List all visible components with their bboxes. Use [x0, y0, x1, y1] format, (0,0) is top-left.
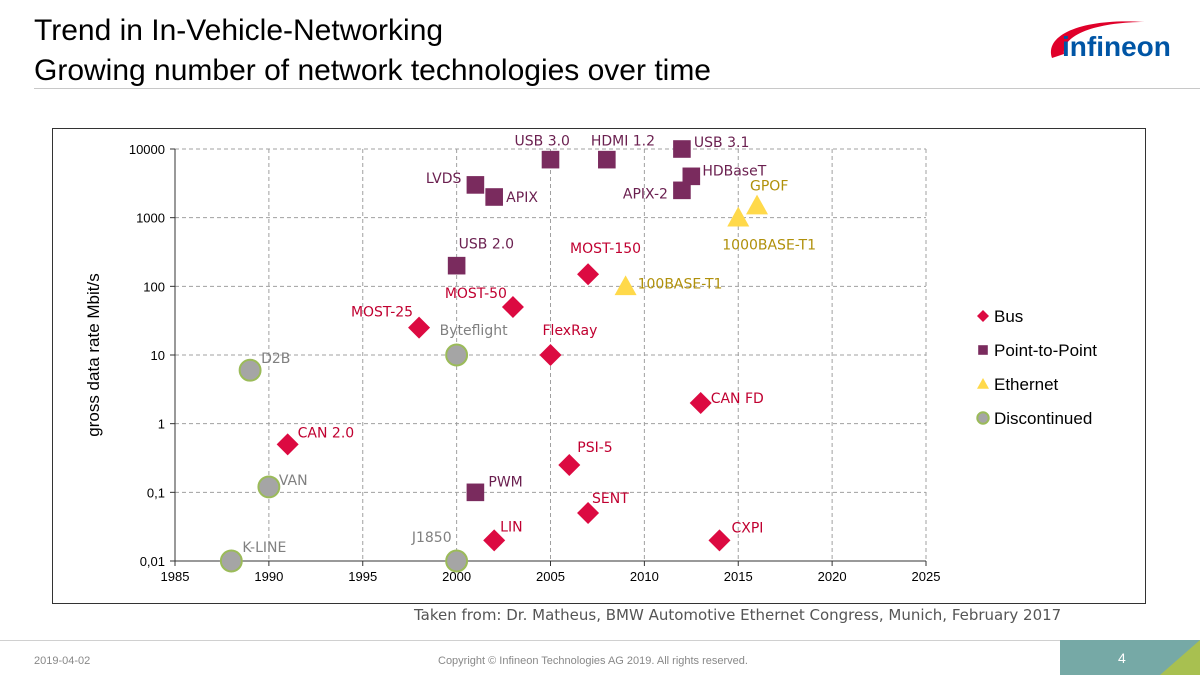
- legend-marker-bus: [977, 310, 989, 322]
- data-point-ethernet: [746, 194, 769, 215]
- data-point-ethernet: [727, 206, 750, 227]
- data-point-label: 100BASE-T1: [638, 276, 723, 292]
- data-point-label: MOST-25: [351, 305, 413, 321]
- y-tick-label: 10000: [129, 142, 165, 157]
- data-point-bus: [276, 433, 299, 456]
- x-tick-label: 2010: [630, 569, 659, 584]
- legend-label: Point-to-Point: [994, 341, 1097, 360]
- data-point-ethernet: [614, 275, 637, 296]
- data-point-label: USB 2.0: [459, 237, 514, 253]
- scatter-chart: 1985 1990 1995 2000 2005 2010 2015 2020 2025 0,01…: [84, 134, 1097, 584]
- legend-marker-discontinued: [976, 411, 990, 425]
- data-point-label: PWM: [488, 474, 522, 490]
- page-number-tab: [1060, 640, 1200, 675]
- data-point-label: VAN: [279, 473, 308, 489]
- data-point-label: CAN FD: [711, 391, 764, 407]
- data-point-discontinued: [219, 549, 243, 573]
- data-point-label: SENT: [592, 491, 629, 507]
- data-point-label: K-LINE: [242, 540, 286, 556]
- data-point-discontinued: [238, 358, 262, 382]
- footer-divider: [0, 640, 1060, 641]
- y-tick-label: 0,1: [147, 485, 165, 500]
- data-point-label: APIX: [506, 190, 538, 206]
- footer-date: 2019-04-02: [34, 655, 91, 667]
- x-tick-label: 2015: [724, 569, 753, 584]
- data-point-label: LVDS: [426, 171, 462, 187]
- data-point-label: USB 3.1: [694, 135, 749, 151]
- data-point-label: MOST-150: [570, 241, 641, 257]
- logo-swoosh: [1050, 21, 1144, 58]
- tab-teal-shape: [1060, 640, 1200, 675]
- data-point-label: 1000BASE-T1: [722, 238, 816, 254]
- x-tick-label: 1990: [254, 569, 283, 584]
- data-point-point-to-point: [447, 256, 466, 275]
- data-point-point-to-point: [466, 176, 485, 194]
- legend-marker-point-to-point: [978, 345, 988, 355]
- data-point-point-to-point: [466, 483, 485, 502]
- data-point-bus: [708, 529, 731, 552]
- data-point-point-to-point: [485, 188, 503, 206]
- source-note: Taken from: Dr. Matheus, BMW Automotive …: [414, 606, 1062, 624]
- data-point-bus: [689, 391, 712, 414]
- data-point-label: D2B: [261, 351, 290, 367]
- y-tick-label: 1000: [136, 211, 165, 226]
- slide-title: Trend in In-Vehicle-Networking: [34, 14, 444, 47]
- tab-green-shape: [1160, 640, 1200, 675]
- x-tick-label: 2025: [912, 569, 941, 584]
- data-point-discontinued: [257, 475, 281, 499]
- data-point-bus: [577, 263, 600, 286]
- footer-copyright: Copyright © Infineon Technologies AG 201…: [438, 655, 748, 667]
- data-point-bus: [483, 529, 506, 552]
- x-tick-label: 2020: [818, 569, 847, 584]
- legend-marker-ethernet: [977, 378, 989, 389]
- data-point-bus: [501, 296, 524, 319]
- data-point-label: J1850: [411, 530, 452, 546]
- legend-label: Bus: [994, 307, 1023, 326]
- data-point-bus: [408, 316, 431, 339]
- header-divider: [34, 88, 1200, 89]
- data-point-bus: [558, 454, 581, 477]
- data-point-label: MOST-50: [445, 286, 507, 302]
- data-point-label: CXPI: [731, 520, 763, 536]
- data-point-label: Byteflight: [440, 323, 508, 339]
- x-tick-label: 2005: [536, 569, 565, 584]
- x-tick-label: 2000: [442, 569, 471, 584]
- data-point-label: PSI-5: [577, 440, 612, 456]
- x-tick-label: 1995: [348, 569, 377, 584]
- data-point-label: HDMI 1.2: [591, 134, 655, 150]
- data-point-point-to-point: [673, 181, 691, 200]
- data-point-bus: [577, 502, 600, 525]
- logo-wordmark: infineon: [1062, 31, 1171, 62]
- data-point-label: APIX-2: [623, 186, 668, 202]
- data-point-point-to-point: [673, 140, 691, 158]
- data-point-point-to-point: [541, 150, 560, 169]
- chart-frame: 1985 1990 1995 2000 2005 2010 2015 2020 2025 0,01…: [52, 128, 1146, 604]
- data-point-discontinued: [445, 549, 469, 573]
- data-point-label: USB 3.0: [515, 134, 570, 150]
- infineon-logo: infineon: [1050, 21, 1171, 62]
- data-point-label: HDBaseT: [702, 163, 766, 179]
- data-point-point-to-point: [682, 167, 701, 186]
- legend-label: Ethernet: [994, 375, 1059, 394]
- y-axis-title: gross data rate Mbit/s: [84, 273, 103, 436]
- data-point-label: CAN 2.0: [298, 425, 355, 441]
- slide-subtitle: Growing number of network technologies o…: [34, 54, 711, 87]
- y-tick-label: 1: [158, 417, 165, 432]
- y-tick-label: 0,01: [140, 554, 165, 569]
- y-tick-label: 100: [143, 279, 165, 294]
- data-point-label: LIN: [500, 519, 522, 535]
- data-point-point-to-point: [598, 150, 616, 169]
- data-point-label: GPOF: [750, 179, 788, 195]
- legend-label: Discontinued: [994, 409, 1092, 428]
- x-tick-label: 1985: [161, 569, 190, 584]
- y-tick-label: 10: [151, 348, 165, 363]
- page-number: 4: [1118, 650, 1126, 666]
- data-point-discontinued: [445, 343, 469, 367]
- data-point-bus: [539, 344, 562, 366]
- data-point-label: FlexRay: [543, 323, 598, 339]
